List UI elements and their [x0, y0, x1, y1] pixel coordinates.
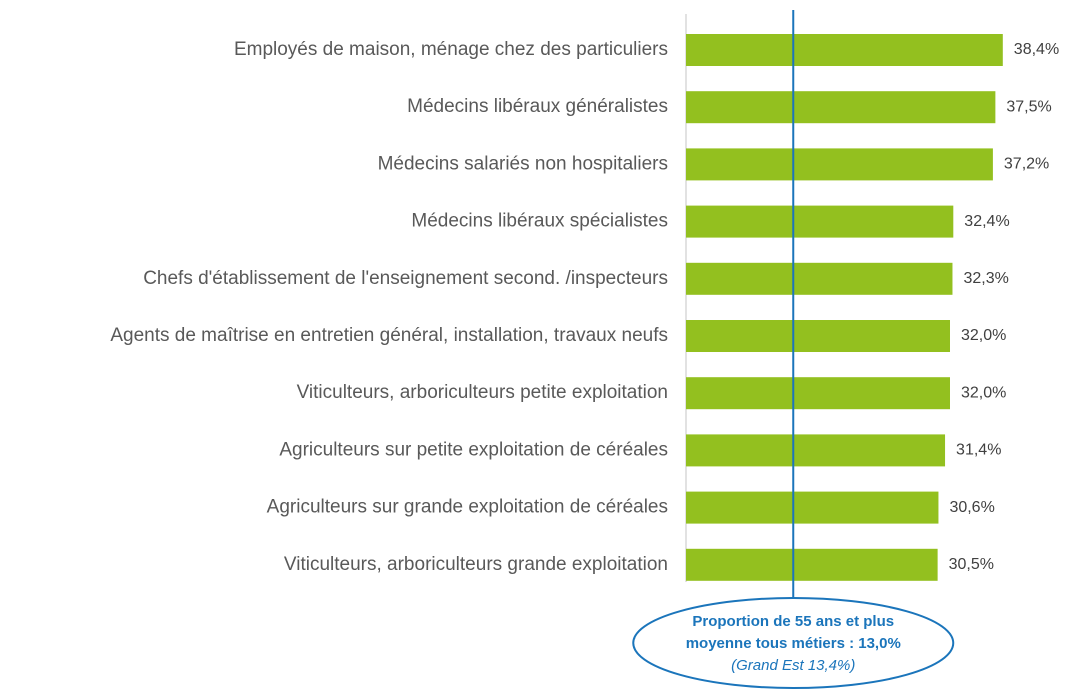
- value-label: 37,5%: [1006, 98, 1051, 115]
- bar: [686, 262, 953, 295]
- bar: [686, 548, 938, 581]
- value-label: 31,4%: [956, 442, 1001, 459]
- value-label: 37,2%: [1004, 156, 1049, 173]
- bar: [686, 34, 1003, 66]
- category-label: Agriculteurs sur grande exploitation de …: [267, 497, 668, 518]
- value-label: 30,6%: [949, 499, 994, 516]
- category-label: Médecins salariés non hospitaliers: [378, 153, 668, 174]
- annotation-text: moyenne tous métiers : 13,0%: [686, 635, 901, 652]
- category-label: Médecins libéraux généralistes: [407, 96, 668, 117]
- bar: [686, 320, 950, 352]
- value-label: 32,4%: [964, 213, 1009, 230]
- value-label: 32,3%: [963, 270, 1008, 287]
- bar: [686, 491, 939, 524]
- category-label: Viticulteurs, arboriculteurs grande expl…: [284, 554, 668, 575]
- category-label: Agriculteurs sur petite exploitation de …: [279, 439, 668, 460]
- category-label: Médecins libéraux spécialistes: [411, 211, 668, 232]
- value-label: 32,0%: [961, 327, 1006, 344]
- bar: [686, 377, 950, 410]
- value-label: 38,4%: [1014, 41, 1059, 58]
- category-label: Agents de maîtrise en entretien général,…: [110, 325, 668, 346]
- bar: [686, 205, 954, 238]
- category-label: Chefs d'établissement de l'enseignement …: [143, 268, 668, 289]
- category-label: Employés de maison, ménage chez des part…: [234, 39, 668, 60]
- annotation-bubble: [632, 597, 955, 689]
- annotation-text: (Grand Est 13,4%): [731, 657, 855, 674]
- value-label: 32,0%: [961, 384, 1006, 401]
- bar: [686, 434, 946, 467]
- category-label: Viticulteurs, arboriculteurs petite expl…: [297, 382, 668, 403]
- bar: [686, 91, 996, 124]
- bar: [686, 148, 993, 181]
- annotation-text: Proportion de 55 ans et plus: [692, 613, 894, 630]
- value-label: 30,5%: [949, 556, 994, 573]
